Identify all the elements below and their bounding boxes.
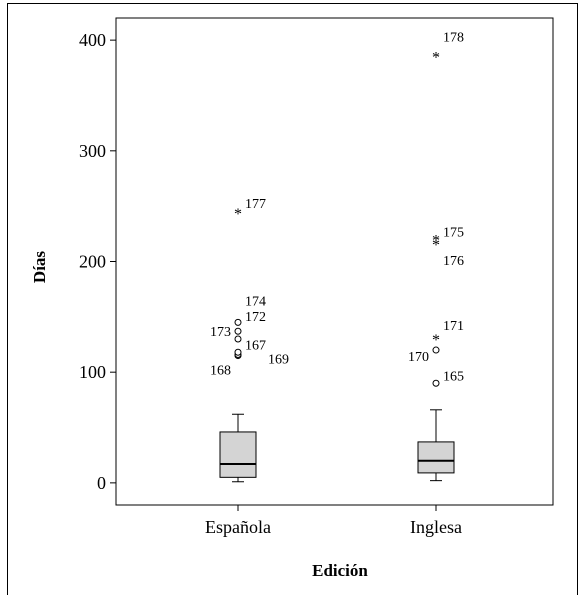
outlier-label: 175 xyxy=(443,225,464,240)
plot-area xyxy=(115,17,554,506)
outlier-label: 176 xyxy=(443,254,464,269)
outlier-label: 170 xyxy=(408,350,429,365)
outlier-label: 177 xyxy=(245,197,266,212)
y-tick-label: 200 xyxy=(79,252,106,272)
outlier-label: 178 xyxy=(443,31,464,46)
y-axis-title: Días xyxy=(30,251,49,284)
outlier-circle xyxy=(432,346,440,354)
outlier-label: 173 xyxy=(210,325,231,340)
figure-frame xyxy=(7,3,578,595)
extreme-star: * xyxy=(432,50,440,67)
iqr-box xyxy=(219,431,257,478)
y-tick-label: 300 xyxy=(79,141,106,161)
outlier-label: 172 xyxy=(245,310,266,325)
y-tick-label: 100 xyxy=(79,362,106,382)
x-tick-label: Inglesa xyxy=(410,517,462,537)
outlier-label: 165 xyxy=(443,369,464,384)
y-tick-label: 0 xyxy=(97,473,106,493)
extreme-star: * xyxy=(432,237,440,254)
outlier-circle xyxy=(234,327,242,335)
outlier-circle xyxy=(432,379,440,387)
iqr-box xyxy=(417,441,455,474)
outlier-label: 174 xyxy=(245,294,266,309)
outlier-label: 171 xyxy=(443,319,464,334)
extreme-star: * xyxy=(234,206,242,223)
outlier-label: 167 xyxy=(245,338,266,353)
extreme-star: * xyxy=(432,232,440,249)
outlier-label: 169 xyxy=(268,352,289,367)
x-axis: Española Inglesa xyxy=(205,505,462,537)
x-tick-label: Española xyxy=(205,517,271,537)
x-axis-title: Edición xyxy=(312,561,368,580)
y-tick-label: 400 xyxy=(79,30,106,50)
y-axis: 0 100 200 300 400 xyxy=(79,30,116,493)
outlier-circle xyxy=(234,335,242,343)
outlier-circle xyxy=(234,318,242,326)
extreme-star: * xyxy=(432,332,440,349)
boxes xyxy=(219,409,455,483)
outlier-circle xyxy=(234,348,242,356)
outlier-label: 168 xyxy=(210,364,231,379)
